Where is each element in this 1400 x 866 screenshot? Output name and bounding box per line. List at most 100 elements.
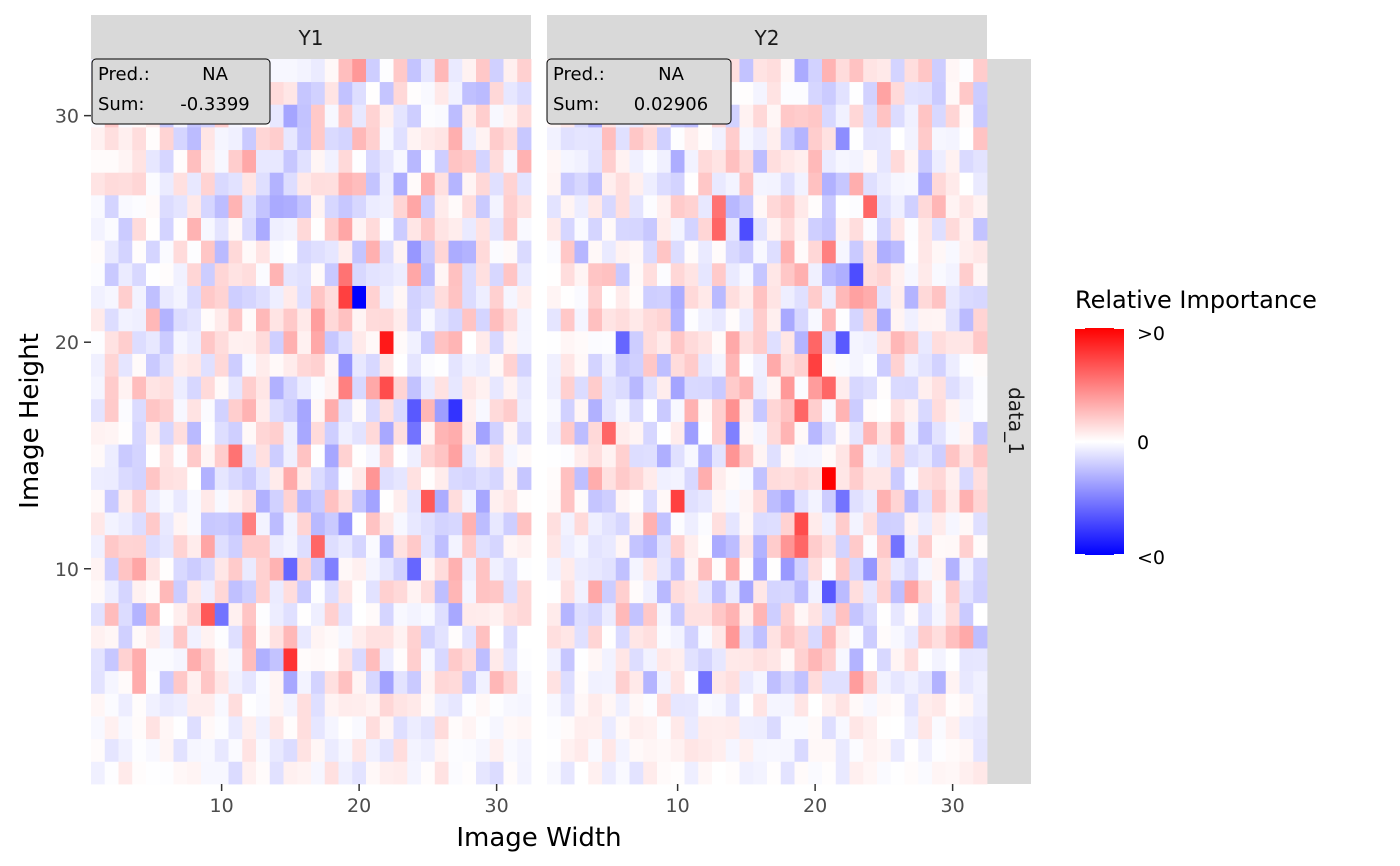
heatmap-cell [283,693,298,717]
heatmap-cell [739,353,754,377]
heatmap-cell [476,59,491,83]
heatmap-cell [890,738,905,762]
heatmap-cell [863,126,878,151]
heatmap-cell [201,534,216,558]
heatmap-cell [311,716,326,740]
heatmap-cell [379,376,394,400]
heatmap-cell [407,398,422,422]
heatmap-cell [890,580,905,604]
heatmap-cell [104,557,119,581]
heatmap-cell [945,81,960,105]
heatmap-cell [338,149,353,173]
heatmap-cell [503,126,518,151]
heatmap-cell [643,217,658,241]
heatmap-cell [739,693,754,717]
heatmap-cell [780,240,795,264]
heatmap-cell [489,534,504,558]
heatmap-cell [849,194,864,218]
heatmap-cell [421,625,436,649]
heatmap-cell [283,602,298,626]
heatmap-cell [393,262,408,286]
heatmap-cell [822,172,837,196]
heatmap-cell [503,81,518,105]
heatmap-cell [366,670,381,694]
heatmap-cell [146,353,161,377]
heatmap-cell [712,285,727,309]
sum-label-y2: Sum: [553,94,599,115]
heatmap-cell [476,670,491,694]
heatmap-cell [863,376,878,400]
heatmap-cell [698,444,713,468]
heatmap-cell [489,398,504,422]
heatmap-cell [421,81,436,105]
heatmap-cell [242,534,257,558]
heatmap-cell [159,330,174,354]
heatmap-cell [959,172,974,196]
heatmap-cell [973,81,988,105]
heatmap-cell [118,353,133,377]
heatmap-cell [932,625,947,649]
heatmap-cell [602,738,617,762]
heatmap-cell [684,262,699,286]
heatmap-cell [684,172,699,196]
heatmap-cell [393,421,408,445]
heatmap-cell [574,398,589,422]
heatmap-cell [615,172,630,196]
heatmap-cell [602,149,617,173]
heatmap-cell [849,512,864,536]
heatmap-cell [228,149,243,173]
heatmap-cell [739,738,754,762]
heatmap-cell [904,693,919,717]
heatmap-cell [118,648,133,672]
heatmap-cell [780,353,795,377]
heatmap-cell [849,353,864,377]
heatmap-cell [269,81,284,105]
heatmap-cell [808,104,823,128]
heatmap-cell [489,738,504,762]
heatmap-cell [643,240,658,264]
heatmap-cell [366,376,381,400]
heatmap-cell [918,716,933,740]
heatmap-cell [835,81,850,105]
heatmap-cell [489,353,504,377]
heatmap-cell [794,126,809,151]
heatmap-cell [615,262,630,286]
heatmap-cell [159,466,174,490]
heatmap-cell [462,59,477,83]
heatmap-cell [794,716,809,740]
heatmap-cell [904,444,919,468]
heatmap-cell [118,217,133,241]
heatmap-cell [602,194,617,218]
heatmap-cell [959,602,974,626]
heatmap-cell [283,398,298,422]
heatmap-cell [338,421,353,445]
heatmap-cell [863,738,878,762]
heatmap-cell [588,444,603,468]
heatmap-cell [379,353,394,377]
heatmap-cell [739,104,754,128]
heatmap-cell [574,625,589,649]
heatmap-cell [560,285,575,309]
x-axis-title: Image Width [456,823,621,853]
heatmap-cell [434,738,449,762]
heatmap-cell [849,262,864,286]
heatmap-cell [780,104,795,128]
heatmap-cell [283,512,298,536]
heatmap-cell [877,648,892,672]
heatmap-cell [366,534,381,558]
heatmap-cell [753,625,768,649]
heatmap-cell [945,648,960,672]
heatmap-cell [877,557,892,581]
heatmap-cell [132,285,147,309]
heatmap-cell [629,353,644,377]
heatmap-cell [780,466,795,490]
heatmap-cell [698,557,713,581]
x-tick-label: 30 [941,795,965,817]
heatmap-cell [407,308,422,332]
heatmap-cell [890,104,905,128]
heatmap-cell [517,580,532,604]
heatmap-cell [932,534,947,558]
heatmap-cell [560,172,575,196]
heatmap-cell [489,240,504,264]
heatmap-cell [547,376,562,400]
